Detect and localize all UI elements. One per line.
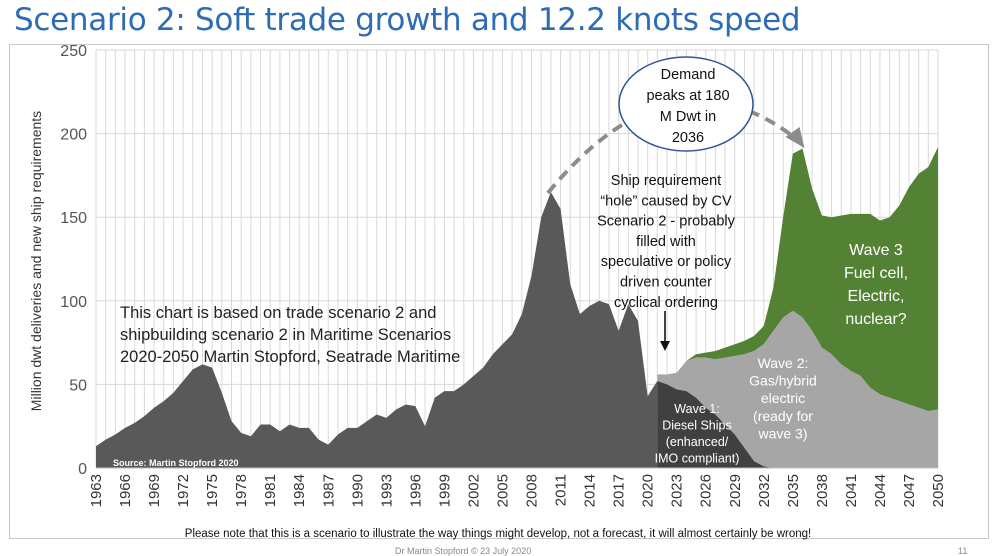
hole-note-line: “hole” caused by CV [600,193,732,209]
source-label: Source: Martin Stopford 2020 [113,458,239,468]
hole-note-line: Scenario 2 - probably [597,214,736,230]
demand-peak-label-line: Demand [661,67,716,83]
x-tick-label: 1984 [291,474,308,507]
hole-note-line: filled with [636,234,696,250]
page-number: 11 [958,546,968,556]
wave3-label-line: Wave 3 [849,242,903,259]
x-tick-label: 2044 [872,474,889,507]
x-tick-label: 1996 [407,474,424,507]
annotations: This chart is based on trade scenario 2 … [113,56,908,468]
hole-note-line: driven counter [620,275,712,291]
x-tick-label: 1987 [320,474,337,507]
x-tick-label: 2023 [669,474,686,507]
trade-note: This chart is based on trade scenario 2 … [120,304,460,366]
x-tick-label: 2011 [553,474,570,506]
demand-peak-label-line: peaks at 180 [646,88,729,104]
demand-peak-label-line: 2036 [672,130,704,146]
wave1-label-line: Diesel Ships [662,419,731,433]
trade-note-line: shipbuilding scenario 2 in Maritime Scen… [120,326,451,344]
wave3-label-line: nuclear? [845,311,906,328]
axes: 0 50 100 150 200 250 1963 1966 1969 1972 1975 1978 1… [28,43,947,507]
wave3-label-line: Fuel cell, [844,265,908,282]
y-tick-label: 250 [60,43,87,60]
x-tick-label: 1993 [378,474,395,507]
x-tick-label: 1981 [262,474,279,507]
demand-peak-label-line: M Dwt in [660,109,716,125]
hole-note: Ship requirement “hole” caused by CV Scena… [597,173,736,311]
x-tick-label: 2014 [582,474,599,507]
area-series [96,146,938,468]
trade-note-line: 2020-2050 Martin Stopford, Seatrade Mari… [120,348,460,366]
y-tick-label: 200 [60,127,87,144]
wave1-label-line: IMO compliant) [655,452,740,466]
x-tick-label: 1963 [88,474,105,507]
x-tick-label: 1972 [175,474,192,507]
y-tick-label: 100 [60,294,87,311]
x-tick-label: 2017 [611,474,628,507]
y-tick-label: 150 [60,210,87,227]
x-tick-label: 2038 [814,474,831,507]
x-tick-label: 1969 [146,474,163,507]
wave3-area [657,146,938,412]
wave3-label: Wave 3 Fuel cell, Electric, nuclear? [844,242,908,328]
hole-note-line: Ship requirement [611,173,721,189]
historical-deliveries-area [96,192,658,468]
hole-note-line: speculative or policy [601,254,732,270]
x-tick-label: 2005 [494,474,511,507]
wave3-label-line: Electric, [848,288,905,305]
x-tick-label: 2041 [843,474,860,507]
x-tick-label: 1975 [204,474,221,507]
hole-note-line: cyclical ordering [614,295,718,311]
x-tick-label: 2047 [901,474,918,507]
wave2-label-line: Gas/hybrid [749,373,817,389]
demand-arrow-head [785,127,805,148]
x-tick-label: 2035 [785,474,802,507]
wave1-area [657,381,938,468]
slide-title: Scenario 2: Soft trade growth and 12.2 k… [14,2,801,38]
x-tick-label: 1999 [436,474,453,507]
x-tick-label: 2002 [465,474,482,507]
wave1-label-line: Wave 1: [674,402,719,416]
footnote: Please note that this is a scenario to i… [184,528,812,540]
wave2-label-line: (ready for [753,408,813,424]
x-tick-label: 2026 [698,474,715,507]
credit-fragment: Dr Martin Stopford © 23 July 2020 [395,546,532,556]
demand-peak-ellipse [618,56,754,152]
x-tick-label: 1966 [117,474,134,507]
x-tick-label: 2032 [756,474,773,507]
wave2-area [657,310,938,468]
hole-arrow-head [660,341,670,351]
demand-peak-label: Demand peaks at 180 M Dwt in 2036 [646,67,729,146]
x-tick-label: 1990 [349,474,366,507]
wave1-label-line: (enhanced/ [666,435,729,449]
y-tick-label: 0 [78,461,87,478]
y-tick-label: 50 [69,377,87,394]
x-tick-label: 2050 [930,474,947,507]
x-tick-label: 1978 [233,474,250,507]
wave2-label-line: Wave 2: [758,355,809,371]
wave1-label: Wave 1: Diesel Ships (enhanced/IMO complia… [655,402,740,466]
x-tick-label: 2029 [727,474,744,507]
y-axis-label: Million dwt deliveries and new ship requ… [28,111,44,411]
wave2-label-line: wave 3) [757,425,807,441]
x-tick-label: 2020 [640,474,657,507]
chart-frame [9,44,989,539]
wave2-label-line: electric [761,390,805,406]
trade-note-line: This chart is based on trade scenario 2 … [120,304,436,322]
x-tick-label: 2008 [524,474,541,507]
